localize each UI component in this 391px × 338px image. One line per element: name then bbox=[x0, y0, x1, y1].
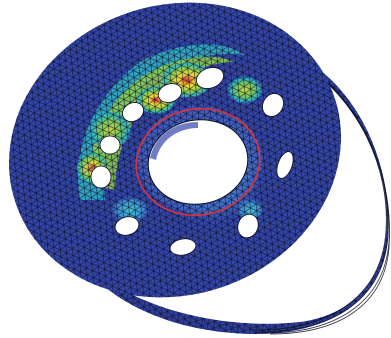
center-bore bbox=[147, 119, 249, 205]
bolt-hole bbox=[114, 216, 140, 236]
bolt-hole bbox=[99, 135, 121, 155]
bolt-holes bbox=[90, 67, 294, 256]
cylinder-body bbox=[75, 60, 390, 335]
bolt-hole bbox=[237, 213, 259, 239]
bolt-hole bbox=[157, 83, 183, 103]
bolt-hole bbox=[169, 238, 197, 256]
bolt-hole bbox=[196, 67, 224, 89]
bolt-hole bbox=[90, 165, 112, 189]
bolt-hole bbox=[262, 93, 284, 117]
highlight-ring bbox=[135, 107, 261, 217]
bolt-hole bbox=[122, 102, 144, 122]
bolt-hole bbox=[276, 151, 294, 179]
